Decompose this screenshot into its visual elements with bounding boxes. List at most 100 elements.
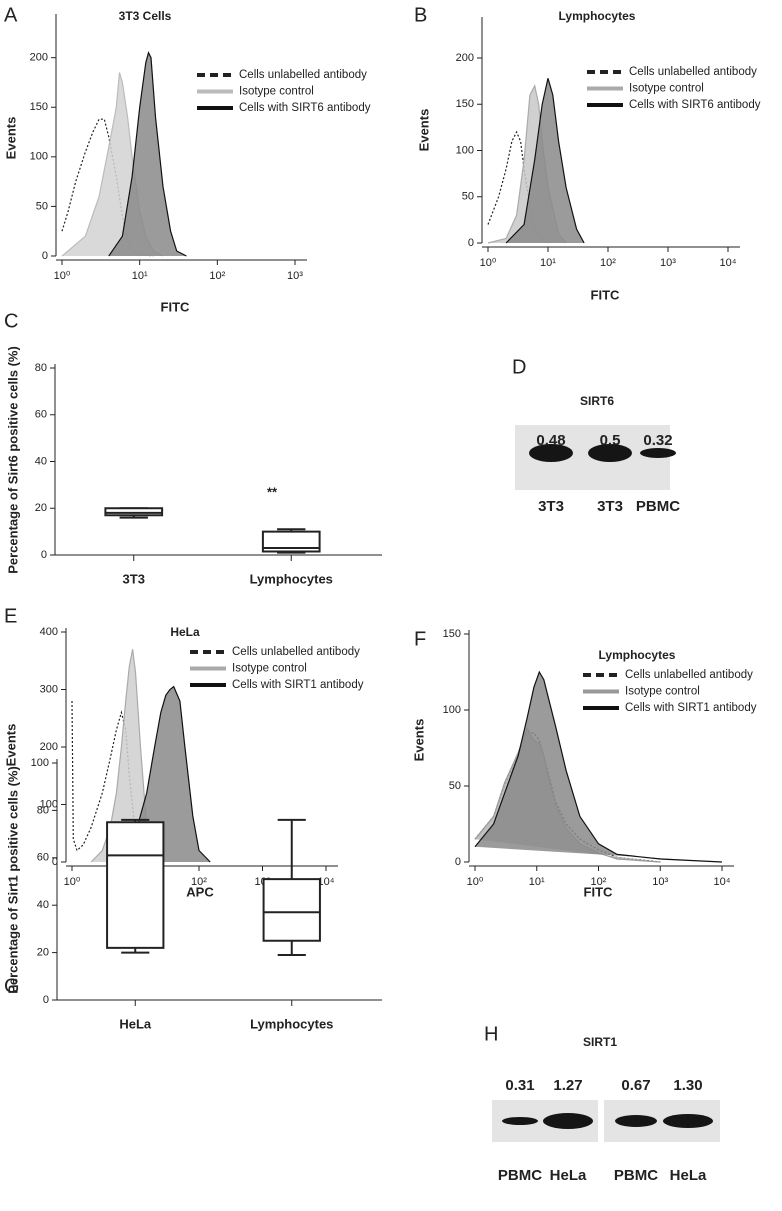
box [104,507,164,517]
legend-label: Cells with SIRT1 antibody [232,679,364,691]
panel-label: H [484,1023,498,1045]
x-tick-label: 10⁴ [714,876,731,888]
y-axis-label: Percentage of Sirt1 positive cells (%) [5,766,20,994]
y-tick-label: 50 [449,780,461,792]
legend-label: Cells with SIRT6 antibody [239,102,371,114]
legend-label: Cells unlabelled antibody [629,66,757,78]
y-tick-label: 50 [36,200,48,212]
y-tick-label: 80 [35,362,47,374]
legend-label: Cells unlabelled antibody [625,669,753,681]
y-tick-label: 200 [456,52,474,64]
blot-title: SIRT6 [580,394,614,408]
blot-band [663,1114,713,1128]
panel-label: G [4,975,20,997]
blot-band [640,448,676,458]
histogram [505,78,585,244]
legend-label: Cells unlabelled antibody [239,69,367,81]
histogram [474,670,723,863]
y-tick-label: 60 [35,409,47,421]
y-tick-label: 150 [30,101,48,113]
lane-label: 3T3 [597,498,623,515]
y-axis-label: Events [3,117,18,160]
y-tick-label: 150 [456,98,474,110]
legend-label: Cells with SIRT1 antibody [625,702,757,714]
x-tick-label: 10² [591,876,607,888]
x-tick-label: 3T3 [123,571,145,586]
y-tick-label: 150 [443,628,461,640]
x-tick-label: 10⁴ [318,876,335,888]
x-axis-label: FITC [584,884,613,899]
lane-label: HeLa [670,1167,707,1184]
y-tick-label: 100 [30,151,48,163]
x-tick-label: 10² [600,257,616,269]
legend-label: Isotype control [232,663,307,675]
box [106,821,165,949]
y-tick-label: 20 [35,502,47,514]
panel-label: A [4,4,18,26]
band-intensity: 0.31 [505,1077,534,1094]
y-tick-label: 80 [37,804,49,816]
y-tick-label: 200 [30,52,48,64]
y-tick-label: 400 [40,626,58,638]
x-tick-label: 10¹ [132,270,148,282]
blot-band [502,1117,538,1125]
chart-title: Lymphocytes [559,9,636,23]
y-tick-label: 100 [443,704,461,716]
y-tick-label: 0 [455,856,461,868]
x-axis-label: APC [186,884,214,899]
legend-label: Cells with SIRT6 antibody [629,99,761,111]
panel-label: F [414,628,426,650]
x-tick-label: 10³ [660,257,676,269]
y-tick-label: 100 [40,798,58,810]
y-tick-label: 0 [42,250,48,262]
panel-label: C [4,310,18,332]
x-tick-label: 10⁰ [54,270,71,282]
lane-label: PBMC [614,1167,658,1184]
blot-band [615,1115,657,1127]
y-tick-label: 0 [52,856,58,868]
x-tick-label: 10² [209,270,225,282]
y-tick-label: 0 [43,994,49,1006]
legend-label: Isotype control [625,686,700,698]
blot-band [543,1113,593,1129]
histogram [108,51,187,257]
box [262,878,321,942]
chart-title: HeLa [170,625,200,639]
lane-label: PBMC [498,1167,542,1184]
y-axis-label: Events [3,724,18,767]
legend-label: Isotype control [239,86,314,98]
x-axis-label: FITC [591,287,620,302]
panel-label: E [4,605,17,627]
x-tick-label: 10³ [652,876,668,888]
panel-label: D [512,356,526,378]
legend-label: Cells unlabelled antibody [232,646,360,658]
x-axis-label: FITC [161,299,190,314]
blot-title: SIRT1 [583,1035,617,1049]
y-tick-label: 40 [35,455,47,467]
band-intensity: 0.67 [621,1077,650,1094]
y-tick-label: 20 [37,947,49,959]
legend-label: Isotype control [629,83,704,95]
x-tick-label: 10⁰ [467,876,484,888]
x-tick-label: 10² [191,876,207,888]
y-axis-label: Percentage of Sirt6 positive cells (%) [5,346,20,574]
y-tick-label: 100 [456,144,474,156]
lane-label: 3T3 [538,498,564,515]
band-intensity: 1.27 [553,1077,582,1094]
chart-title: 3T3 Cells [119,9,172,23]
band-intensity: 0.5 [600,432,621,449]
lane-label: HeLa [550,1167,587,1184]
x-tick-label: 10¹ [540,257,556,269]
band-intensity: 0.32 [643,432,672,449]
x-tick-label: 10¹ [529,876,545,888]
band-intensity: 0.48 [536,432,565,449]
y-tick-label: 0 [468,237,474,249]
blot-band [588,444,632,462]
x-tick-label: HeLa [119,1016,152,1031]
y-tick-label: 200 [40,741,58,753]
y-tick-label: 0 [41,549,47,561]
x-tick-label: 10³ [287,270,303,282]
x-tick-label: 10⁰ [64,876,81,888]
